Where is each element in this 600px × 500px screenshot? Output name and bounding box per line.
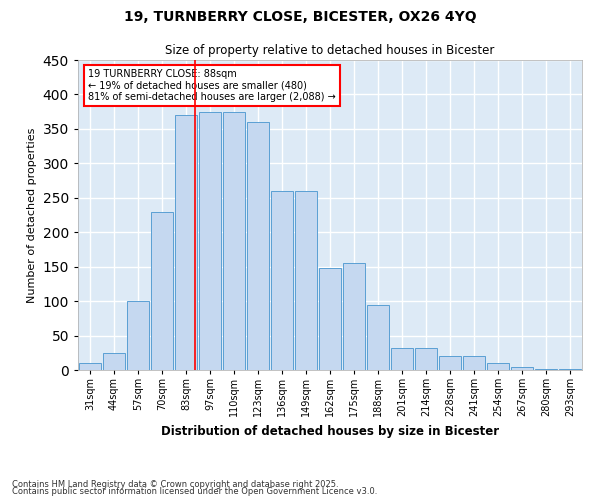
Bar [295,191,317,370]
Bar [319,268,341,370]
Text: 19 TURNBERRY CLOSE: 88sqm
← 19% of detached houses are smaller (480)
81% of semi: 19 TURNBERRY CLOSE: 88sqm ← 19% of detac… [88,70,336,102]
Bar [415,348,437,370]
Bar [103,353,125,370]
Bar [151,212,173,370]
X-axis label: Distribution of detached houses by size in Bicester: Distribution of detached houses by size … [161,424,499,438]
Bar [199,112,221,370]
Title: Size of property relative to detached houses in Bicester: Size of property relative to detached ho… [166,44,494,58]
Bar [223,112,245,370]
Bar [535,368,557,370]
Bar [463,356,485,370]
Bar [487,363,509,370]
Bar [391,348,413,370]
Bar [559,368,581,370]
Text: Contains HM Land Registry data © Crown copyright and database right 2025.: Contains HM Land Registry data © Crown c… [12,480,338,489]
Text: 19, TURNBERRY CLOSE, BICESTER, OX26 4YQ: 19, TURNBERRY CLOSE, BICESTER, OX26 4YQ [124,10,476,24]
Bar [343,263,365,370]
Bar [439,356,461,370]
Y-axis label: Number of detached properties: Number of detached properties [27,128,37,302]
Bar [271,191,293,370]
Bar [247,122,269,370]
Bar [511,366,533,370]
Text: Contains public sector information licensed under the Open Government Licence v3: Contains public sector information licen… [12,487,377,496]
Bar [127,301,149,370]
Bar [367,304,389,370]
Bar [175,115,197,370]
Bar [79,363,101,370]
